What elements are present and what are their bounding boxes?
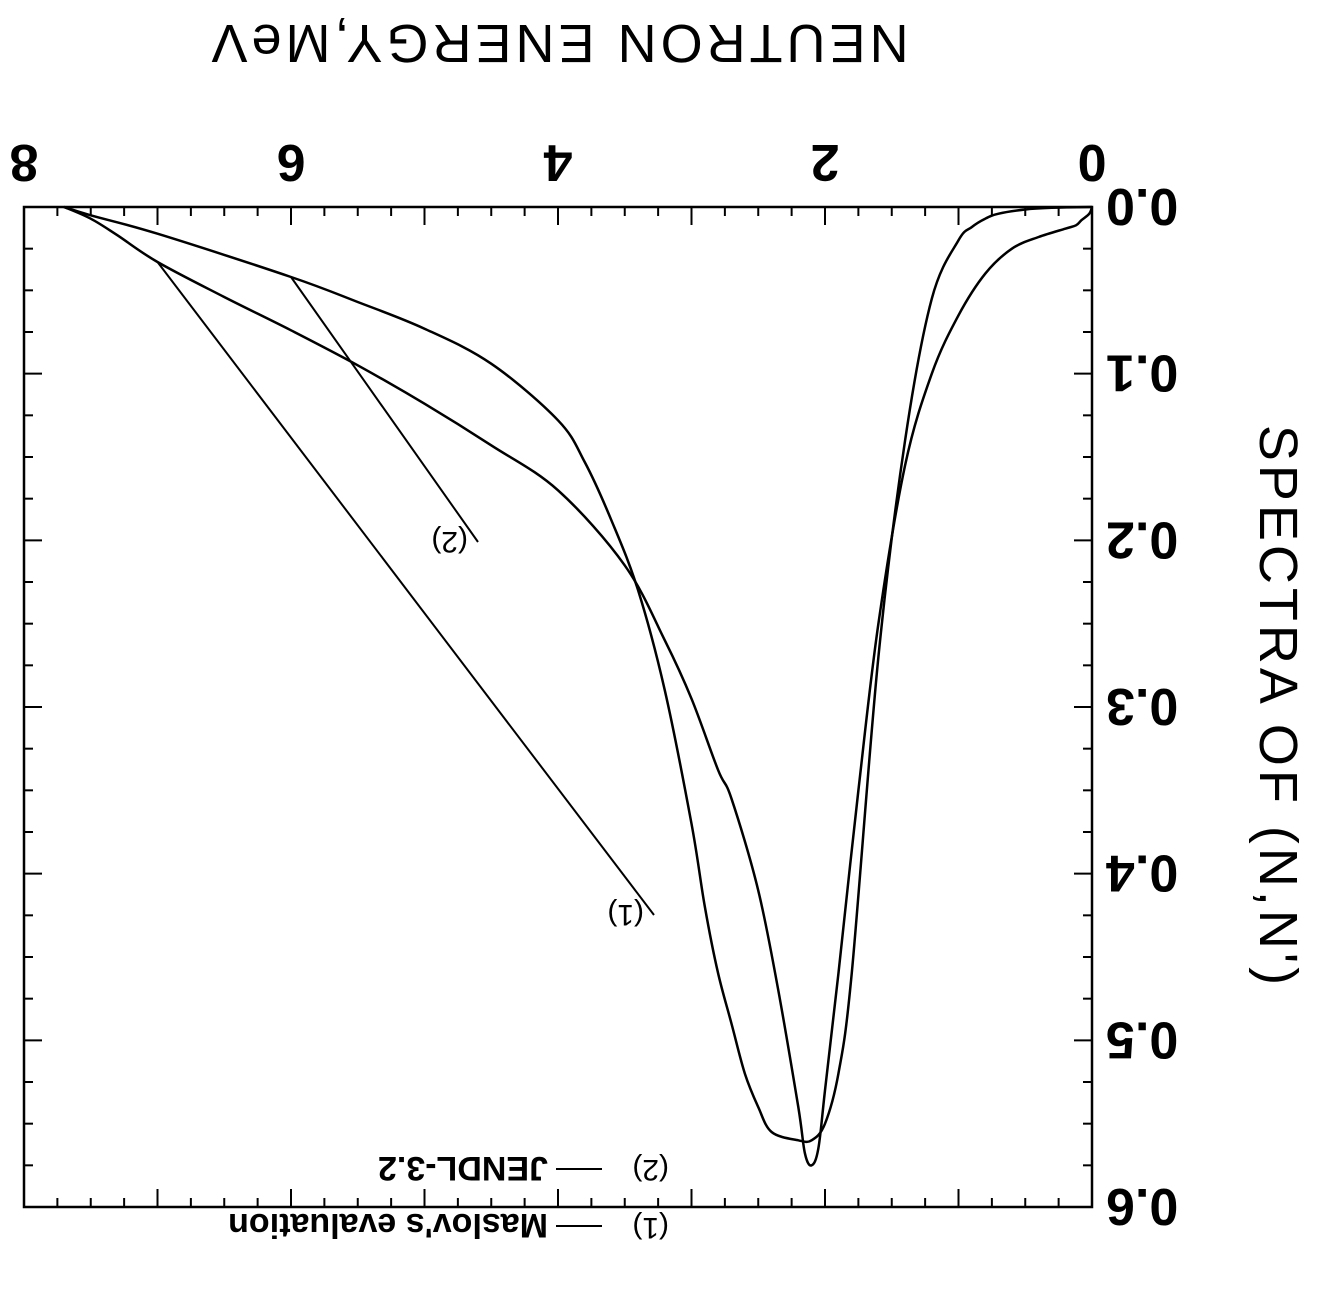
series-1-leader	[156, 261, 655, 916]
x-tick-labels: 0 2 4 6 8	[10, 133, 1107, 191]
series-annotations: (1) (2)	[156, 261, 655, 931]
series-2-leader	[290, 276, 479, 543]
y-tick-label: 0.3	[1106, 677, 1178, 735]
x-axis-title: NEUTRON ENERGY,MeV	[207, 13, 908, 73]
plot-area: (1) (2)	[22, 205, 1094, 1209]
curves	[63, 205, 1094, 1167]
x-tick-label: 0	[1078, 133, 1107, 191]
tick-marks	[23, 206, 1093, 1208]
y-tick-label: 0.4	[1106, 844, 1178, 902]
legend-marker-2: (2)	[632, 1153, 669, 1186]
legend-item-2: (2) JENDL-3.2	[378, 1149, 669, 1187]
y-tick-label: 0.1	[1106, 344, 1178, 402]
chart-rotated-group: (1) (2) 0 2 4 6 8 0.0 0.1 0.2 0.3 0.4 0.5 0.6 NEUTR…	[10, 13, 1308, 1244]
y-tick-labels: 0.0 0.1 0.2 0.3 0.4 0.5 0.6	[1106, 177, 1178, 1235]
y-tick-label: 0.0	[1106, 177, 1178, 235]
legend: (1) Maslov's evaluation (2) JENDL-3.2	[228, 1149, 669, 1244]
y-tick-label: 0.6	[1106, 1177, 1178, 1235]
y-axis-title: SPECTRA OF (N,N')	[1248, 425, 1308, 989]
x-tick-label: 2	[811, 133, 840, 191]
x-tick-label: 4	[543, 133, 572, 191]
legend-item-1: (1) Maslov's evaluation	[228, 1206, 669, 1244]
legend-name-2: JENDL-3.2	[378, 1149, 548, 1187]
series-1-label: (1)	[607, 898, 644, 931]
plot-frame	[22, 205, 1094, 1209]
x-tick-label: 6	[277, 133, 306, 191]
x-tick-label: 8	[10, 133, 39, 191]
series-1-line	[63, 205, 1094, 1167]
y-tick-label: 0.5	[1106, 1010, 1178, 1068]
legend-name-1: Maslov's evaluation	[228, 1206, 548, 1244]
series-2-line	[63, 205, 1093, 1144]
series-2-label: (2)	[431, 525, 468, 558]
y-tick-label: 0.2	[1106, 510, 1178, 568]
legend-marker-1: (1)	[632, 1211, 669, 1244]
